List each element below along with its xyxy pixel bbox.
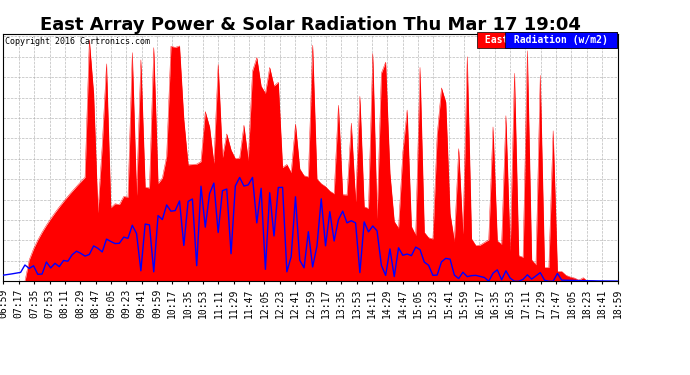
Title: East Array Power & Solar Radiation Thu Mar 17 19:04: East Array Power & Solar Radiation Thu M… <box>40 16 581 34</box>
Text: Copyright 2016 Cartronics.com: Copyright 2016 Cartronics.com <box>5 38 150 46</box>
Text: Radiation (w/m2): Radiation (w/m2) <box>508 35 614 45</box>
Text: East Array (DC Watts): East Array (DC Watts) <box>480 35 615 45</box>
